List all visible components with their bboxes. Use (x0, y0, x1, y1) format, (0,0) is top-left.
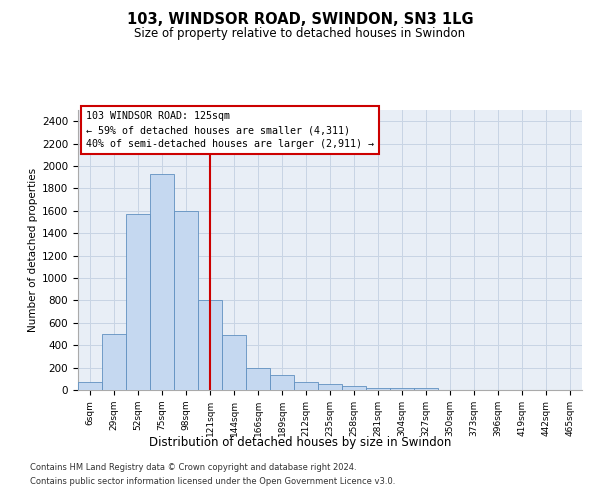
Bar (198, 300, 222, 390)
Y-axis label: Number of detached properties: Number of detached properties (28, 168, 38, 332)
Bar (366, 388, 390, 390)
Bar (390, 388, 414, 390)
Text: 103, WINDSOR ROAD, SWINDON, SN3 1LG: 103, WINDSOR ROAD, SWINDON, SN3 1LG (127, 12, 473, 28)
Bar (294, 382, 318, 390)
Text: Contains public sector information licensed under the Open Government Licence v3: Contains public sector information licen… (30, 477, 395, 486)
Text: Contains HM Land Registry data © Crown copyright and database right 2024.: Contains HM Land Registry data © Crown c… (30, 464, 356, 472)
Bar (414, 388, 438, 390)
Bar (78, 382, 102, 390)
Bar (270, 376, 294, 390)
Bar (126, 214, 150, 390)
Bar (318, 384, 342, 390)
Bar (174, 211, 198, 390)
Text: 103 WINDSOR ROAD: 125sqm
← 59% of detached houses are smaller (4,311)
40% of sem: 103 WINDSOR ROAD: 125sqm ← 59% of detach… (86, 112, 374, 150)
Bar (342, 386, 366, 390)
Bar (102, 334, 126, 390)
Bar (246, 368, 270, 390)
Text: Size of property relative to detached houses in Swindon: Size of property relative to detached ho… (134, 28, 466, 40)
Bar (222, 335, 246, 390)
Text: Distribution of detached houses by size in Swindon: Distribution of detached houses by size … (149, 436, 451, 449)
Bar (150, 174, 174, 390)
